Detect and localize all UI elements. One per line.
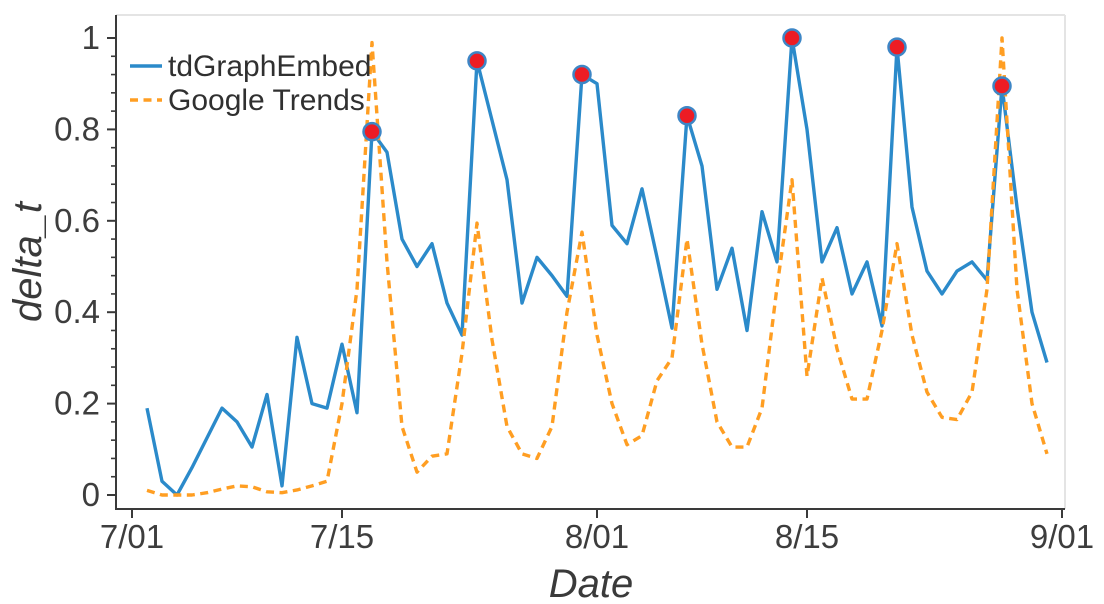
peak-marker	[467, 51, 487, 71]
x-tick-label: 9/01	[1030, 518, 1094, 555]
peak-marker	[572, 64, 592, 85]
x-tick-label: 7/01	[100, 518, 164, 555]
peak-markers	[362, 28, 1012, 142]
series-google-trends-line	[146, 36, 1049, 497]
y-tick-label: 1	[82, 19, 100, 56]
axes-ticks	[107, 37, 1063, 518]
y-tick-label: 0	[82, 476, 100, 513]
peak-marker	[362, 121, 382, 142]
legend: tdGraphEmbed Google Trends	[130, 50, 371, 117]
x-tick-label: 8/01	[565, 518, 629, 555]
y-tick-label: 0.6	[54, 202, 100, 239]
x-tick-label: 7/15	[310, 518, 374, 555]
x-tick-label: 8/15	[775, 518, 839, 555]
peak-marker	[782, 28, 802, 48]
legend-label-tdgraphembed: tdGraphEmbed	[168, 50, 371, 83]
y-tick-label: 0.2	[54, 385, 100, 422]
axes-tick-labels: 0 0.2 0.4 0.6 0.8 1 7/01 7/15 8/01 8/15 9/01	[54, 19, 1094, 555]
y-tick-label: 0.8	[54, 110, 100, 147]
peak-marker	[992, 76, 1012, 96]
peak-marker	[677, 105, 697, 126]
peak-marker	[887, 37, 907, 57]
y-axis-label: delta_t	[6, 200, 50, 322]
legend-label-google-trends: Google Trends	[168, 84, 365, 117]
axes-spines	[115, 14, 1066, 510]
x-axis-label: Date	[549, 562, 634, 604]
y-tick-label: 0.4	[54, 293, 100, 330]
